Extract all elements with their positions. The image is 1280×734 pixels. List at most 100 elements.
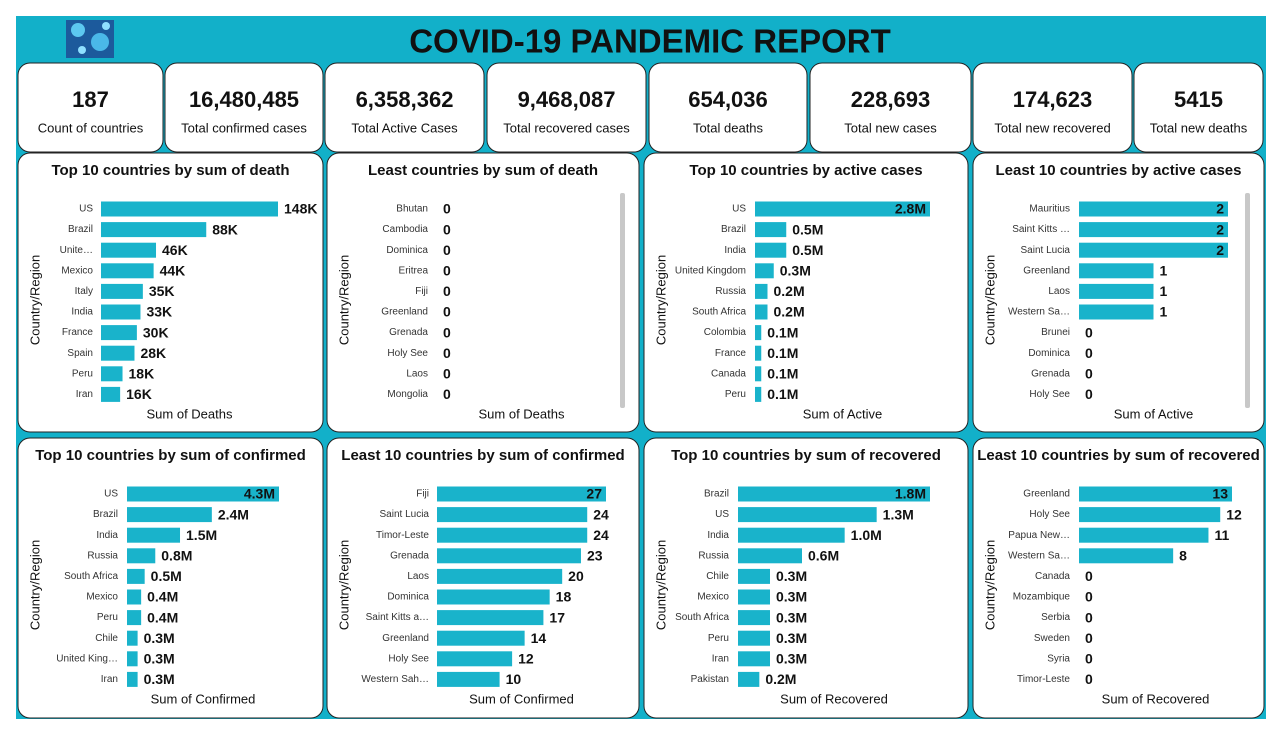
category-label: US — [79, 204, 93, 215]
value-label: 12 — [1226, 506, 1242, 522]
kpi-label: Count of countries — [38, 120, 144, 135]
category-label: United King… — [56, 653, 118, 664]
value-label: 0.5M — [792, 221, 823, 237]
category-label: Unite… — [60, 245, 93, 256]
category-label: Iran — [101, 674, 118, 685]
category-label: Laos — [1048, 286, 1070, 297]
bar — [738, 507, 877, 523]
category-label: Iran — [712, 653, 729, 664]
kpi-value: 174,623 — [1013, 87, 1093, 112]
value-label: 0 — [443, 386, 451, 402]
value-label: 0.5M — [792, 242, 823, 258]
chart-title: Least countries by sum of death — [368, 162, 598, 179]
value-label: 13 — [1212, 486, 1228, 502]
bar — [738, 671, 760, 687]
x-axis-label: Sum of Active — [1114, 406, 1193, 421]
bar — [738, 610, 770, 626]
bar — [755, 201, 930, 217]
bar — [101, 345, 135, 361]
value-label: 0 — [1085, 671, 1093, 687]
value-label: 0 — [443, 324, 451, 340]
value-label: 0.3M — [776, 568, 807, 584]
bar — [437, 527, 588, 543]
bar — [1079, 486, 1232, 502]
category-label: Brazil — [93, 509, 118, 520]
value-label: 24 — [593, 506, 609, 522]
category-label: Saint Kitts a… — [366, 612, 429, 623]
bar — [738, 548, 802, 564]
bar — [127, 568, 145, 584]
category-label: Serbia — [1041, 612, 1070, 623]
category-label: Russia — [715, 286, 746, 297]
category-label: Laos — [406, 368, 428, 379]
value-label: 0.2M — [765, 671, 796, 687]
category-label: Western Sa… — [1008, 550, 1070, 561]
value-label: 0.6M — [808, 548, 839, 564]
value-label: 24 — [593, 527, 609, 543]
value-label: 17 — [549, 609, 565, 625]
value-label: 18K — [129, 366, 155, 382]
bar — [1079, 527, 1209, 543]
bar — [755, 345, 762, 361]
category-label: France — [715, 348, 747, 359]
category-label: Chile — [706, 571, 729, 582]
value-label: 30K — [143, 324, 169, 340]
value-label: 0.4M — [147, 609, 178, 625]
bar — [101, 222, 207, 238]
value-label: 27 — [586, 486, 602, 502]
value-label: 28K — [140, 345, 166, 361]
bar — [127, 507, 212, 523]
scrollbar — [620, 193, 625, 408]
x-axis-label: Sum of Active — [803, 406, 882, 421]
bar — [1079, 283, 1154, 299]
kpi-value: 5415 — [1174, 87, 1223, 112]
chart-card — [17, 437, 324, 719]
bar — [738, 651, 770, 667]
bar — [1079, 222, 1228, 238]
value-label: 0 — [443, 366, 451, 382]
value-label: 0 — [443, 263, 451, 279]
bar — [127, 589, 142, 605]
value-label: 1 — [1160, 263, 1168, 279]
category-label: Holy See — [387, 348, 428, 359]
value-label: 0.2M — [774, 283, 805, 299]
bar — [437, 486, 606, 502]
value-label: 0.3M — [776, 589, 807, 605]
category-label: Saint Lucia — [380, 509, 430, 520]
bar — [437, 548, 581, 564]
value-label: 0.8M — [161, 548, 192, 564]
kpi-value: 16,480,485 — [189, 87, 299, 112]
category-label: Greenland — [1023, 265, 1070, 276]
value-label: 0 — [1085, 386, 1093, 402]
kpi-label: Total deaths — [693, 120, 764, 135]
value-label: 44K — [160, 263, 186, 279]
value-label: 2 — [1216, 242, 1224, 258]
category-label: Peru — [708, 633, 729, 644]
kpi-card — [809, 62, 972, 153]
category-label: South Africa — [692, 307, 746, 318]
chart-card — [643, 152, 969, 433]
category-label: India — [96, 530, 118, 541]
category-label: Fiji — [415, 286, 428, 297]
x-axis-label: Sum of Confirmed — [151, 691, 256, 706]
value-label: 0 — [1085, 651, 1093, 667]
bar — [437, 671, 500, 687]
category-label: Holy See — [388, 653, 429, 664]
bar — [738, 527, 845, 543]
x-axis-label: Sum of Confirmed — [469, 691, 574, 706]
value-label: 1.8M — [895, 486, 926, 502]
value-label: 0 — [1085, 609, 1093, 625]
category-label: Iran — [76, 389, 93, 400]
value-label: 1 — [1160, 283, 1168, 299]
value-label: 1.0M — [851, 527, 882, 543]
kpi-card — [972, 62, 1133, 153]
chart-title: Top 10 countries by sum of confirmed — [35, 447, 306, 464]
kpi-label: Total new deaths — [1150, 120, 1248, 135]
kpi-label: Total Active Cases — [351, 120, 458, 135]
x-axis-label: Sum of Deaths — [479, 406, 565, 421]
category-label: Western Sah… — [361, 674, 429, 685]
bar — [127, 548, 156, 564]
category-label: Western Sa… — [1008, 307, 1070, 318]
value-label: 0 — [1085, 568, 1093, 584]
